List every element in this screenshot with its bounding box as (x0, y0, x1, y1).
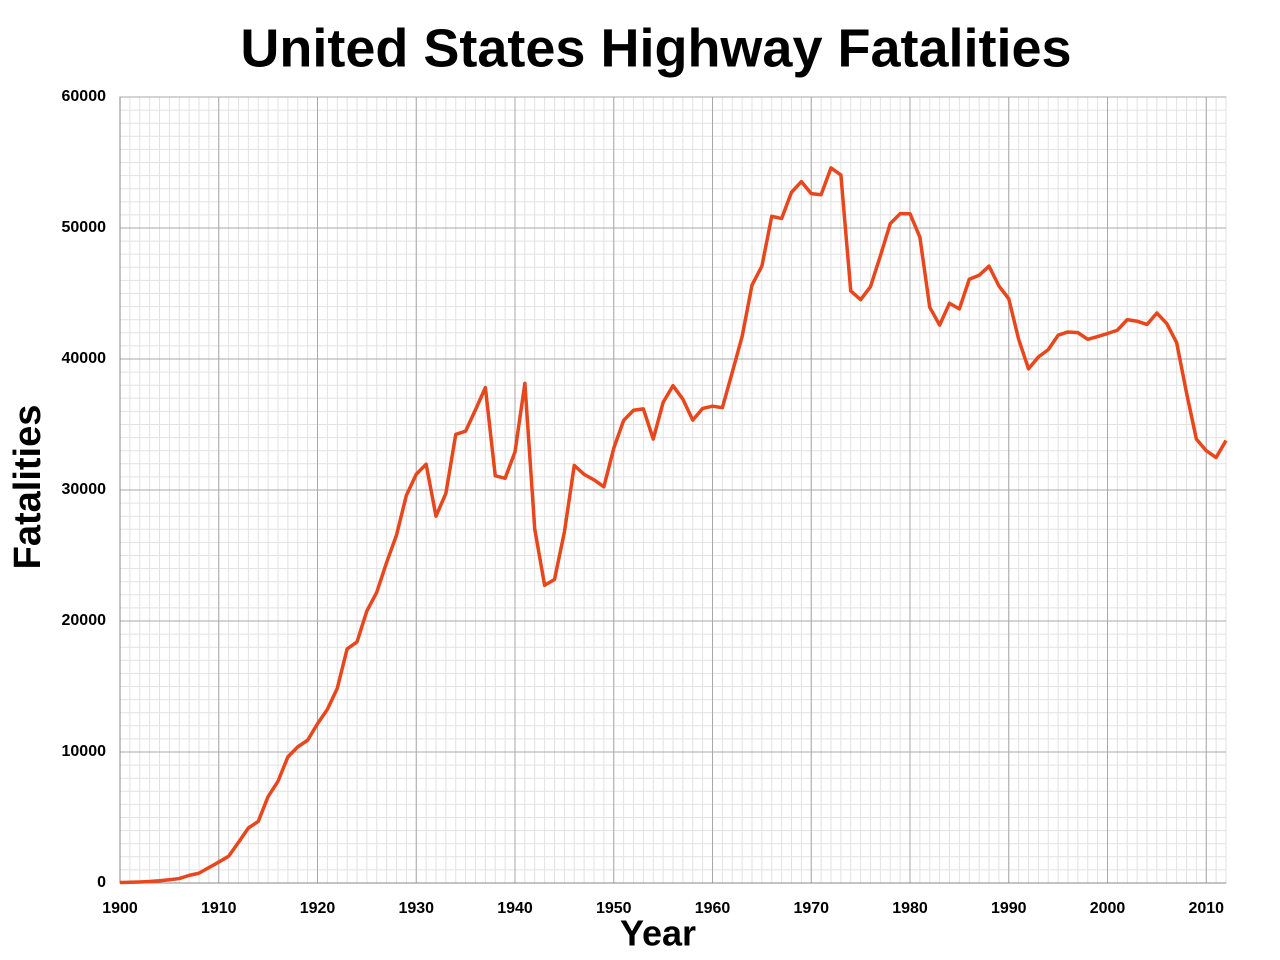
x-tick-label: 1940 (497, 900, 533, 917)
x-tick-label: 1930 (398, 900, 434, 917)
y-tick-label: 60000 (62, 88, 107, 105)
x-tick-label: 1990 (991, 900, 1027, 917)
y-tick-label: 30000 (62, 481, 107, 498)
x-tick-label: 2010 (1188, 900, 1224, 917)
y-axis-label: Fatalities (7, 405, 49, 570)
x-tick-label: 1960 (695, 900, 731, 917)
x-tick-label: 1900 (102, 900, 138, 917)
data-line (119, 166, 1228, 885)
y-tick-label: 50000 (62, 219, 107, 236)
x-tick-label: 1970 (793, 900, 829, 917)
x-tick-label: 1910 (201, 900, 237, 917)
y-tick-label: 10000 (62, 743, 107, 760)
x-tick-label: 2000 (1090, 900, 1126, 917)
x-tick-label: 1920 (300, 900, 336, 917)
x-axis-label: Year (620, 913, 696, 954)
x-tick-label: 1980 (892, 900, 928, 917)
chart-title: United States Highway Fatalities (240, 18, 1071, 78)
y-tick-label: 0 (97, 874, 106, 891)
y-tick-label: 20000 (62, 612, 107, 629)
x-tick-label: 1950 (596, 900, 632, 917)
y-tick-label: 40000 (62, 350, 107, 367)
